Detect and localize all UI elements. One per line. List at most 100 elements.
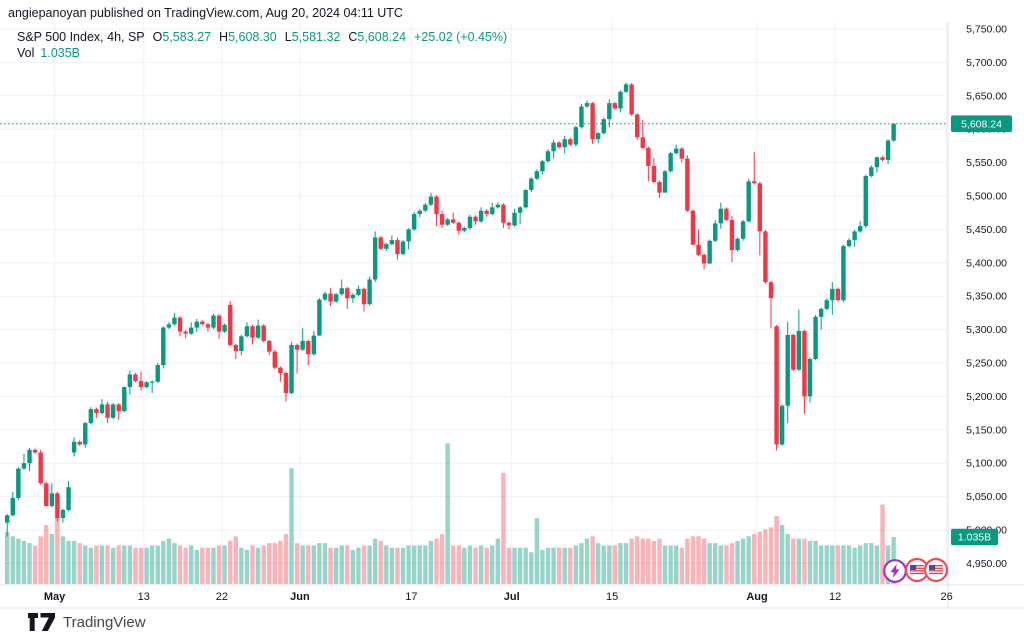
volume-bar <box>339 545 344 584</box>
candle <box>662 171 668 193</box>
candle <box>38 452 43 484</box>
candle <box>763 231 768 283</box>
candle <box>802 330 807 397</box>
volume-bar <box>66 540 71 584</box>
volume-bar <box>356 547 361 584</box>
svg-text:1.035B: 1.035B <box>958 532 991 544</box>
volume-bar <box>328 547 333 584</box>
candle <box>540 161 545 172</box>
volume-bar <box>222 545 227 584</box>
candle <box>590 103 595 140</box>
volume-bar <box>590 536 595 584</box>
candle <box>44 483 49 506</box>
time-tick-label: Jul <box>504 591 520 603</box>
candle <box>863 175 868 227</box>
volume-bar <box>668 545 673 584</box>
candle <box>423 204 428 211</box>
volume-bar <box>506 547 512 584</box>
volume-bar <box>735 540 740 584</box>
candle <box>389 240 395 245</box>
volume-bar <box>763 529 768 584</box>
candle <box>328 293 333 302</box>
time-tick-label: Aug <box>746 591 767 603</box>
us-flag-icon[interactable] <box>923 557 949 583</box>
candle <box>517 207 523 213</box>
candle <box>724 208 729 221</box>
candle <box>233 344 238 351</box>
candle <box>807 358 813 397</box>
candle <box>200 321 205 325</box>
volume-bar <box>233 536 238 584</box>
us-flag-icon[interactable] <box>904 557 930 583</box>
volume-bar <box>77 543 82 584</box>
volume-bar <box>807 540 813 584</box>
candle <box>77 441 82 445</box>
time-tick-label: 22 <box>216 591 228 603</box>
volume-bar <box>289 468 294 584</box>
candle <box>646 147 651 166</box>
volume-bar <box>757 531 763 584</box>
volume-bar <box>211 547 216 584</box>
volume-bar <box>345 545 350 584</box>
candle <box>5 515 10 523</box>
candle <box>27 449 32 464</box>
tradingview-logo[interactable]: TradingView <box>28 612 146 632</box>
volume-bar <box>841 545 846 584</box>
volume-bar <box>857 545 863 584</box>
candle <box>746 181 751 222</box>
volume-bar <box>194 549 199 584</box>
candle <box>891 123 896 141</box>
volume-bar <box>573 545 579 584</box>
volume-bar <box>740 538 746 584</box>
volume-bar <box>83 545 88 584</box>
volume-bar <box>428 540 434 584</box>
time-tick-label: 17 <box>405 591 417 603</box>
candle <box>272 351 278 368</box>
volume-bar <box>501 472 506 584</box>
price-tick-label: 5,650.00 <box>966 90 1007 102</box>
volume-bar <box>562 547 567 584</box>
volume-bar <box>406 545 411 584</box>
candle <box>172 317 177 325</box>
candle <box>545 151 551 162</box>
volume-bar <box>172 543 177 584</box>
price-tick-label: 5,750.00 <box>966 24 1007 36</box>
candle <box>333 294 339 302</box>
candle <box>618 91 623 109</box>
candle <box>512 212 517 226</box>
grid-layer <box>0 22 948 584</box>
time-tick-label: 12 <box>829 591 841 603</box>
symbol-legend: S&P 500 Index, 4h, SP O5,583.27 H5,608.30 L… <box>17 30 507 44</box>
change-value: +25.02 (+0.45%) <box>414 30 508 44</box>
volume-bar <box>32 545 38 584</box>
candle <box>752 181 757 184</box>
volume-bar <box>216 545 222 584</box>
volume-bar <box>261 545 266 584</box>
candle <box>629 84 634 115</box>
price-tick-label: 4,950.00 <box>966 558 1007 570</box>
volume-bar <box>701 538 707 584</box>
candle <box>774 326 779 445</box>
volume-bar <box>796 538 802 584</box>
candle <box>735 238 740 251</box>
candle <box>261 325 266 341</box>
volume-bar <box>579 543 584 584</box>
candle <box>451 219 456 223</box>
candle <box>757 183 763 232</box>
ohlc-low: L5,581.32 <box>284 30 341 44</box>
volume-bar <box>846 545 852 584</box>
candle <box>60 509 66 518</box>
ohlc-close: C5,608.24 <box>348 30 407 44</box>
candle <box>88 409 94 424</box>
volume-bar <box>451 545 456 584</box>
volume-bar <box>10 536 15 584</box>
volume-bar <box>874 545 880 584</box>
volume-bar <box>679 547 684 584</box>
lightning-icon[interactable] <box>883 559 907 583</box>
candle <box>562 139 567 148</box>
volume-bar <box>16 538 21 584</box>
candle <box>785 334 790 406</box>
snapshot-attribution: angiepanoyan published on TradingView.co… <box>8 6 403 20</box>
volume-bar <box>384 545 389 584</box>
